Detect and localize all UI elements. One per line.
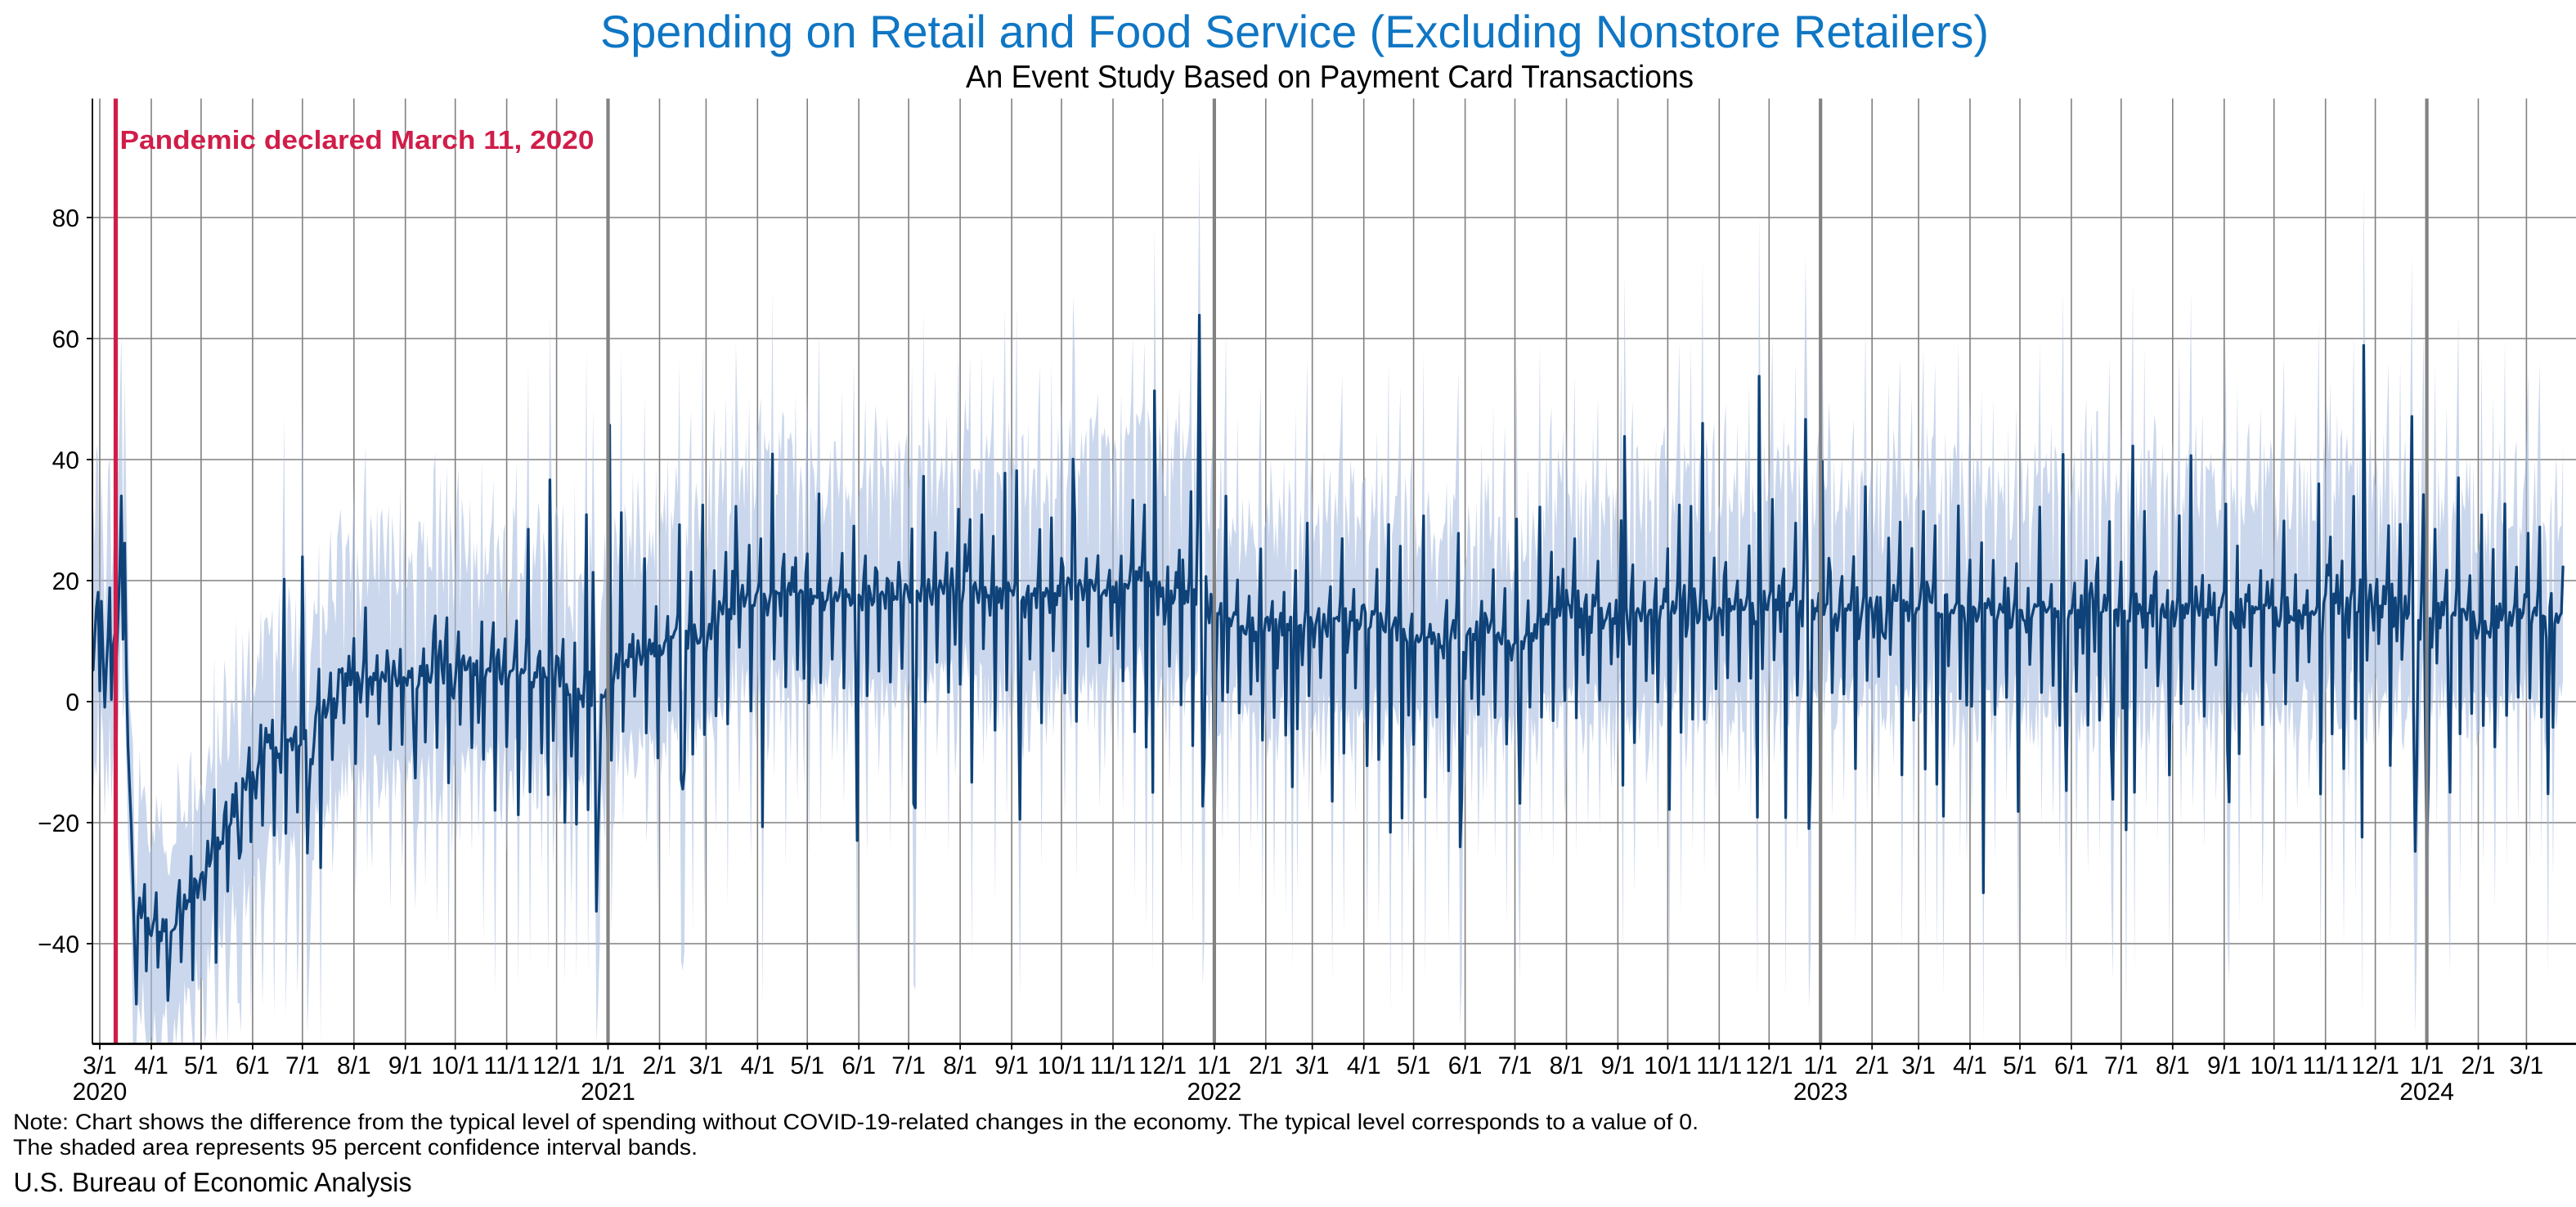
svg-text:6/1: 6/1: [1448, 1052, 1483, 1079]
svg-text:2/1: 2/1: [1855, 1052, 1889, 1079]
svg-text:2021: 2021: [581, 1079, 635, 1106]
svg-text:9/1: 9/1: [2207, 1052, 2242, 1079]
svg-text:4/1: 4/1: [134, 1052, 168, 1079]
svg-text:12/1: 12/1: [532, 1052, 580, 1079]
svg-text:60: 60: [52, 326, 79, 353]
svg-text:5/1: 5/1: [1397, 1052, 1431, 1079]
svg-text:9/1: 9/1: [388, 1052, 423, 1079]
svg-text:5/1: 5/1: [790, 1052, 824, 1079]
svg-text:The shaded area represents 95: The shaded area represents 95 percent co…: [13, 1135, 698, 1160]
svg-text:8/1: 8/1: [943, 1052, 977, 1079]
svg-text:7/1: 7/1: [2104, 1052, 2138, 1079]
svg-text:11/1: 11/1: [1090, 1052, 1136, 1079]
svg-text:0: 0: [65, 689, 79, 716]
svg-text:Note: Chart shows the differen: Note: Chart shows the difference from th…: [13, 1110, 1699, 1134]
svg-text:1/1: 1/1: [1197, 1052, 1232, 1079]
svg-text:10/1: 10/1: [1038, 1052, 1085, 1079]
svg-text:3/1: 3/1: [1295, 1052, 1330, 1079]
svg-text:6/1: 6/1: [2054, 1052, 2089, 1079]
svg-text:40: 40: [52, 447, 79, 474]
svg-text:6/1: 6/1: [841, 1052, 876, 1079]
svg-text:5/1: 5/1: [2003, 1052, 2037, 1079]
svg-text:2022: 2022: [1187, 1079, 1242, 1106]
svg-text:−20: −20: [38, 810, 79, 837]
svg-text:12/1: 12/1: [2351, 1052, 2399, 1079]
svg-text:11/1: 11/1: [484, 1052, 530, 1079]
svg-text:9/1: 9/1: [994, 1052, 1029, 1079]
svg-text:U.S. Bureau of Economic Analys: U.S. Bureau of Economic Analysis: [14, 1167, 412, 1197]
svg-text:2/1: 2/1: [643, 1052, 677, 1079]
svg-text:1/1: 1/1: [1803, 1052, 1838, 1079]
svg-text:Spending on Retail and Food Se: Spending on Retail and Food Service (Exc…: [600, 6, 1989, 57]
svg-text:An Event Study Based on Paymen: An Event Study Based on Payment Card Tra…: [966, 60, 1694, 95]
svg-text:3/1: 3/1: [83, 1052, 117, 1079]
svg-text:2024: 2024: [2399, 1079, 2454, 1106]
svg-text:3/1: 3/1: [2510, 1052, 2544, 1079]
svg-text:7/1: 7/1: [285, 1052, 320, 1079]
svg-text:Pandemic declared March 11, 20: Pandemic declared March 11, 2020: [120, 125, 595, 155]
svg-text:80: 80: [52, 205, 79, 232]
svg-text:12/1: 12/1: [1139, 1052, 1187, 1079]
svg-text:10/1: 10/1: [1644, 1052, 1691, 1079]
svg-text:3/1: 3/1: [689, 1052, 724, 1079]
svg-text:8/1: 8/1: [337, 1052, 371, 1079]
svg-text:5/1: 5/1: [184, 1052, 218, 1079]
svg-text:8/1: 8/1: [2156, 1052, 2190, 1079]
svg-text:10/1: 10/1: [432, 1052, 479, 1079]
svg-text:1/1: 1/1: [591, 1052, 626, 1079]
svg-text:2023: 2023: [1793, 1079, 1848, 1106]
svg-text:9/1: 9/1: [1601, 1052, 1636, 1079]
svg-text:7/1: 7/1: [891, 1052, 926, 1079]
svg-text:2020: 2020: [73, 1079, 128, 1106]
svg-text:11/1: 11/1: [1696, 1052, 1742, 1079]
svg-text:2/1: 2/1: [1249, 1052, 1283, 1079]
svg-text:8/1: 8/1: [1550, 1052, 1584, 1079]
svg-text:11/1: 11/1: [2303, 1052, 2349, 1079]
svg-text:10/1: 10/1: [2251, 1052, 2298, 1079]
svg-text:−40: −40: [38, 931, 79, 958]
svg-text:4/1: 4/1: [1347, 1052, 1381, 1079]
svg-text:2/1: 2/1: [2462, 1052, 2496, 1079]
svg-text:6/1: 6/1: [236, 1052, 270, 1079]
svg-text:12/1: 12/1: [1745, 1052, 1793, 1079]
svg-text:3/1: 3/1: [1901, 1052, 1936, 1079]
svg-text:20: 20: [52, 568, 79, 595]
svg-text:1/1: 1/1: [2410, 1052, 2444, 1079]
svg-text:4/1: 4/1: [740, 1052, 774, 1079]
svg-text:4/1: 4/1: [1953, 1052, 1987, 1079]
svg-text:7/1: 7/1: [1498, 1052, 1533, 1079]
